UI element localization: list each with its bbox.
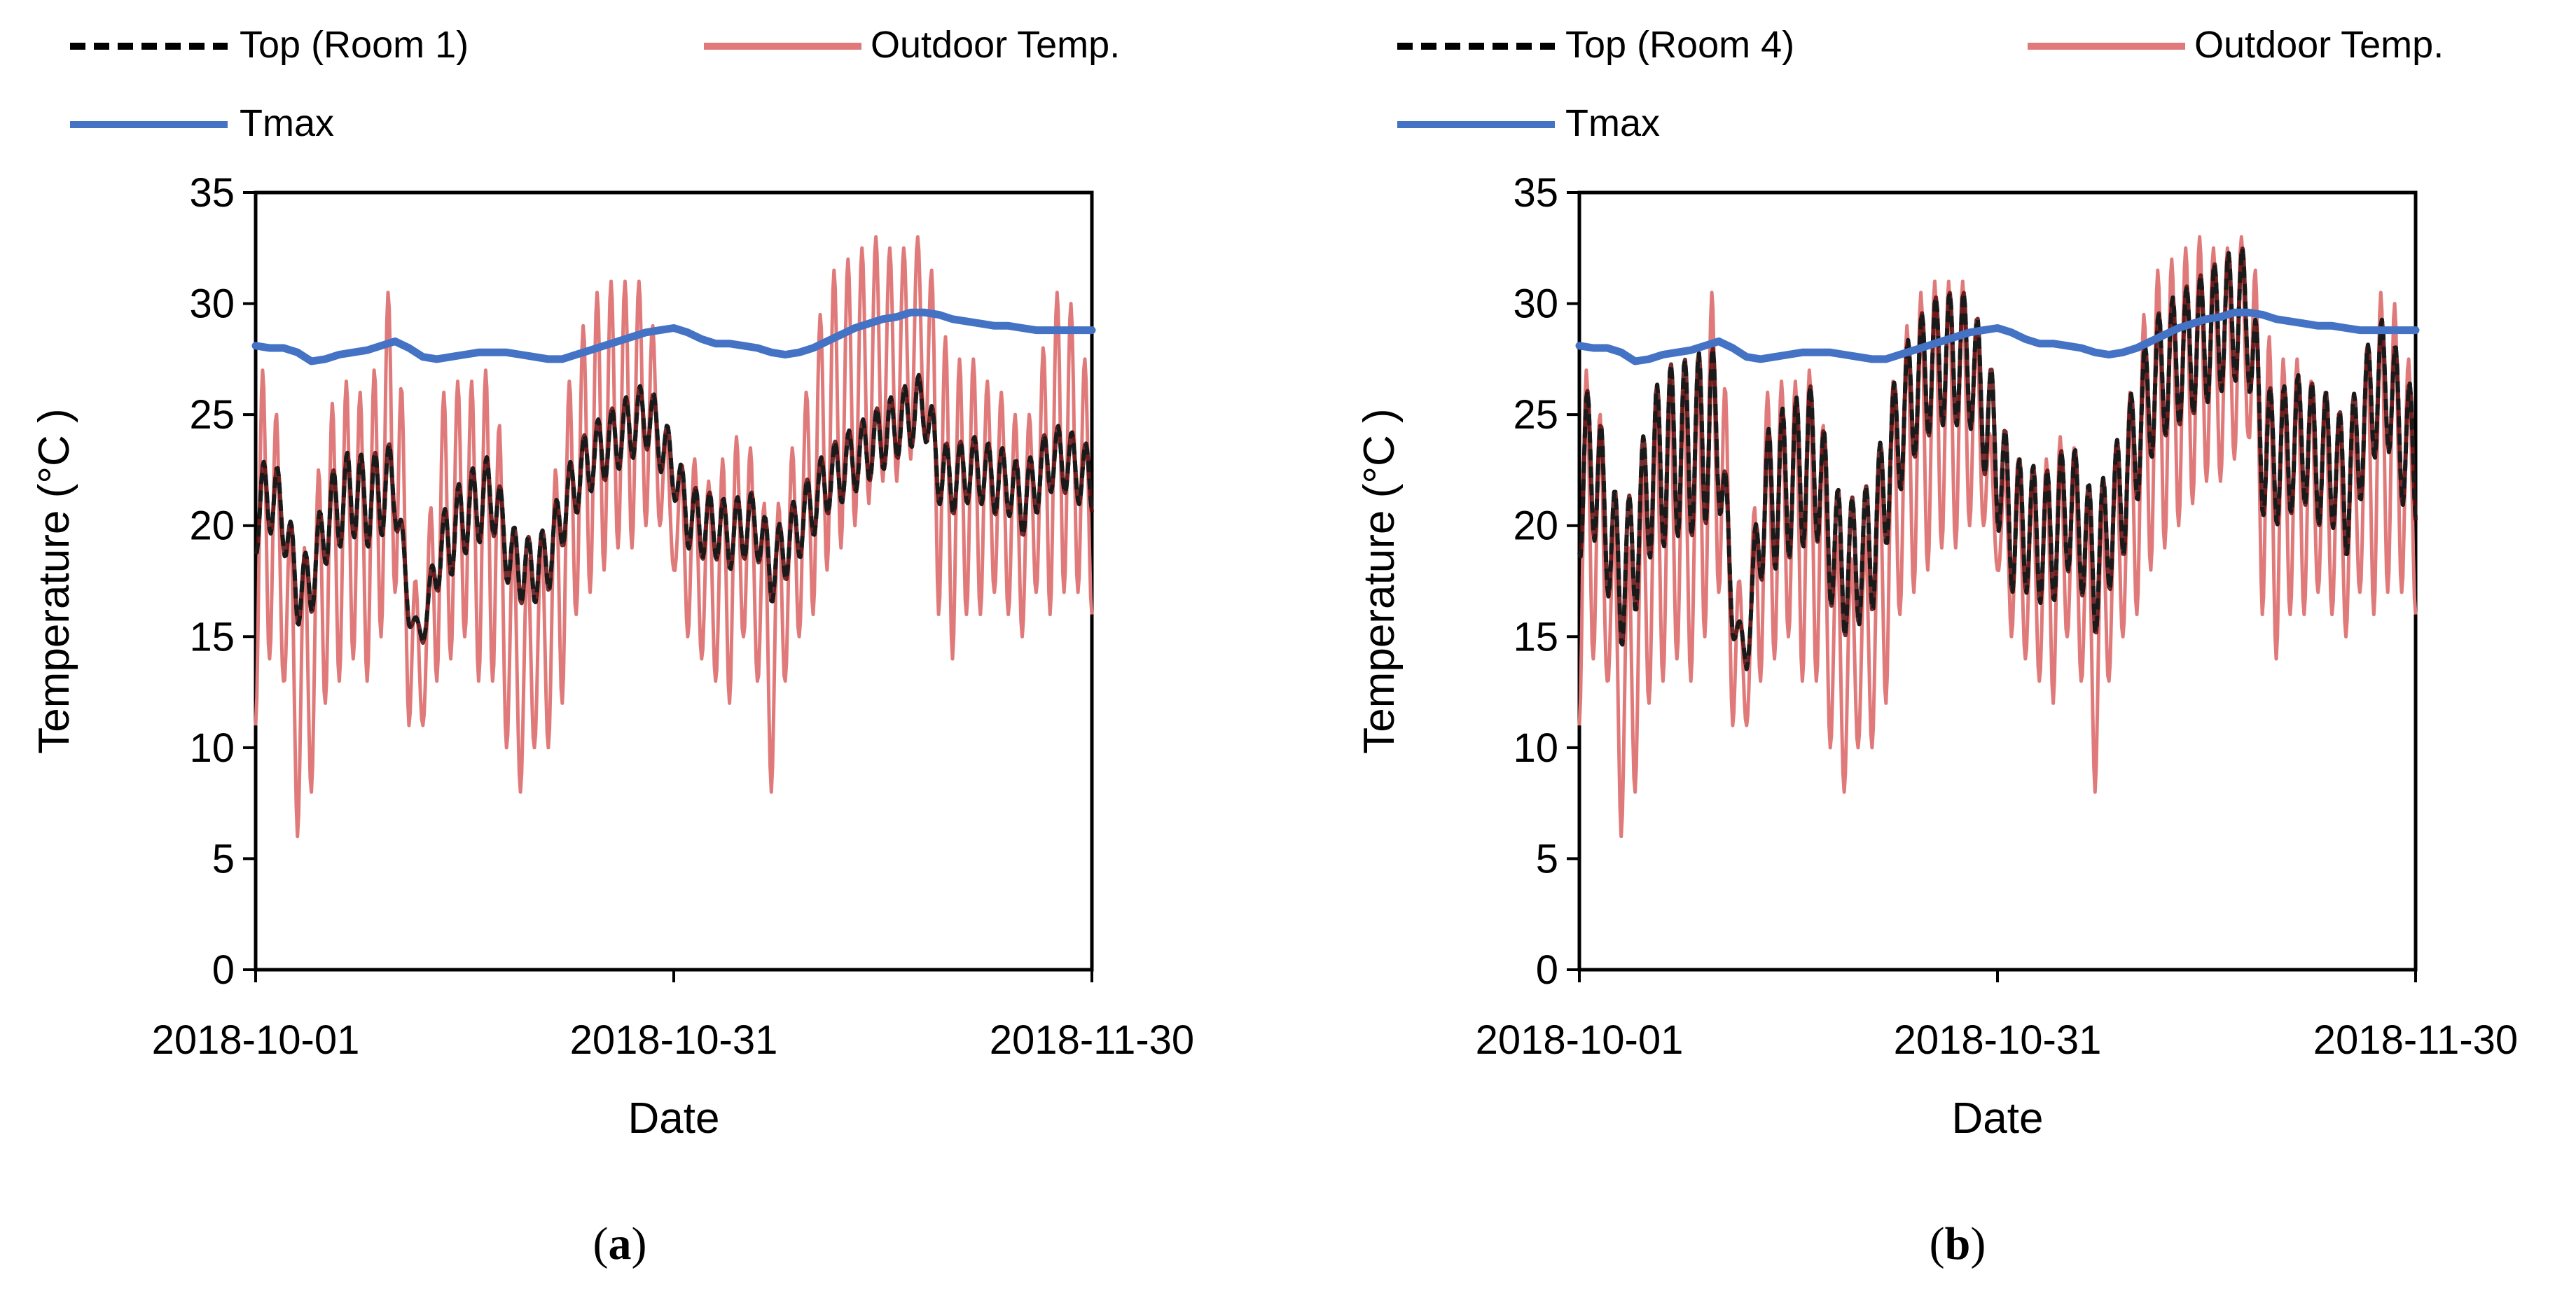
chart-panel-b: Top (Room 4) Outdoor Temp. Tmax 0 5 10 15 20… [1355, 24, 2518, 1269]
y-tick-label: 25 [1513, 392, 1558, 438]
x-axis-ticks: 2018-10-01 2018-10-31 2018-11-30 [152, 970, 1194, 1063]
legend: Top (Room 1) Outdoor Temp. Tmax [70, 24, 1120, 144]
top-temp-line [1577, 246, 2418, 671]
x-tick-label: 2018-10-31 [570, 1017, 778, 1063]
y-tick-label: 15 [1513, 614, 1558, 660]
y-tick-label: 10 [189, 725, 235, 771]
x-axis-label: Date [1952, 1094, 2044, 1143]
y-tick-label: 20 [189, 503, 235, 549]
series-top-room-1 [254, 372, 1094, 645]
series-tmax [251, 308, 1096, 365]
y-tick-label: 30 [189, 281, 235, 327]
y-tick-label: 25 [189, 392, 235, 438]
x-axis-ticks: 2018-10-01 2018-10-31 2018-11-30 [1476, 970, 2518, 1063]
y-tick-label: 20 [1513, 503, 1558, 549]
y-tick-label: 10 [1513, 725, 1558, 771]
y-tick-label: 0 [212, 947, 235, 993]
y-tick-label: 5 [1536, 836, 1558, 882]
series-outdoor-temp [1577, 235, 2418, 839]
y-tick-label: 35 [189, 170, 235, 216]
legend-label-outdoor: Outdoor Temp. [871, 24, 1120, 66]
panel-caption-letter: b [1945, 1218, 1971, 1269]
y-tick-label: 35 [1513, 170, 1558, 216]
y-tick-label: 15 [189, 614, 235, 660]
y-tick-label: 0 [1536, 947, 1558, 993]
outdoor-temp-line [254, 235, 1094, 839]
panel-caption-a: (a) [593, 1218, 647, 1269]
series-top-room-4 [1577, 246, 2418, 671]
panel-caption-letter: a [609, 1218, 632, 1269]
chart-panel-a: Top (Room 1) Outdoor Temp. Tmax 0 5 10 15 20… [30, 24, 1194, 1269]
legend: Top (Room 4) Outdoor Temp. Tmax [1397, 24, 2444, 144]
x-tick-label: 2018-10-31 [1894, 1017, 2102, 1063]
legend-label-top: Top (Room 1) [240, 24, 469, 66]
x-tick-label: 2018-11-30 [990, 1017, 1194, 1063]
legend-label-tmax: Tmax [1565, 102, 1660, 144]
x-tick-label: 2018-11-30 [2313, 1017, 2518, 1063]
series-tmax [1575, 308, 2420, 365]
tmax-line [1575, 308, 2420, 365]
legend-label-outdoor: Outdoor Temp. [2194, 24, 2444, 66]
legend-label-top: Top (Room 4) [1565, 24, 1794, 66]
y-axis-ticks: 0 5 10 15 20 25 30 35 [189, 170, 256, 993]
top-temp-line [254, 372, 1094, 645]
y-axis-label: Temperature (°C ) [1355, 408, 1404, 753]
y-axis-ticks: 0 5 10 15 20 25 30 35 [1513, 170, 1579, 993]
x-tick-label: 2018-10-01 [152, 1017, 360, 1063]
y-tick-label: 30 [1513, 281, 1558, 327]
x-tick-label: 2018-10-01 [1476, 1017, 1684, 1063]
series-outdoor-temp [254, 235, 1094, 839]
legend-label-tmax: Tmax [240, 102, 334, 144]
outdoor-temp-line [1577, 235, 2418, 839]
tmax-line [251, 308, 1096, 365]
y-axis-label: Temperature (°C ) [30, 408, 78, 753]
x-axis-label: Date [628, 1094, 720, 1143]
panel-caption-b: (b) [1930, 1218, 1986, 1269]
y-tick-label: 5 [212, 836, 235, 882]
